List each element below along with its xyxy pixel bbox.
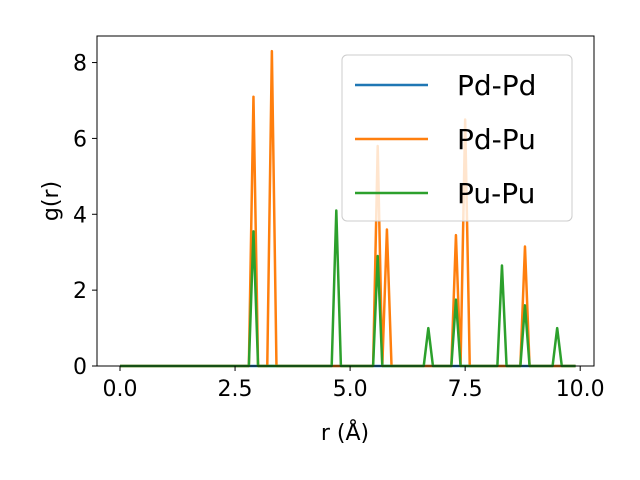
y-tick-label: 2 [73, 279, 87, 304]
plot-frame [96, 35, 595, 367]
y-tick-label: 8 [73, 52, 87, 77]
y-tick-label: 6 [73, 127, 87, 152]
x-axis-label: r (Å) [321, 419, 369, 446]
x-tick-label: 5.0 [333, 377, 368, 402]
x-tick-label: 7.5 [448, 377, 483, 402]
x-tick-label: 0.0 [103, 377, 138, 402]
x-tick-label: 10.0 [556, 377, 605, 402]
y-tick-label: 4 [73, 203, 87, 228]
legend-box [341, 54, 573, 222]
y-axis-label: g(r) [39, 181, 64, 221]
legend-label: Pu-Pu [457, 177, 535, 210]
y-tick-label: 0 [73, 355, 87, 380]
y-axis: 0 2 4 6 8 [73, 52, 97, 380]
legend-label: Pd-Pd [457, 69, 536, 102]
x-axis: 0.0 2.5 5.0 7.5 10.0 [103, 366, 605, 402]
legend-label: Pd-Pu [457, 123, 536, 156]
legend: Pd-Pd Pd-Pu Pu-Pu [341, 54, 573, 222]
x-tick-label: 2.5 [218, 377, 253, 402]
